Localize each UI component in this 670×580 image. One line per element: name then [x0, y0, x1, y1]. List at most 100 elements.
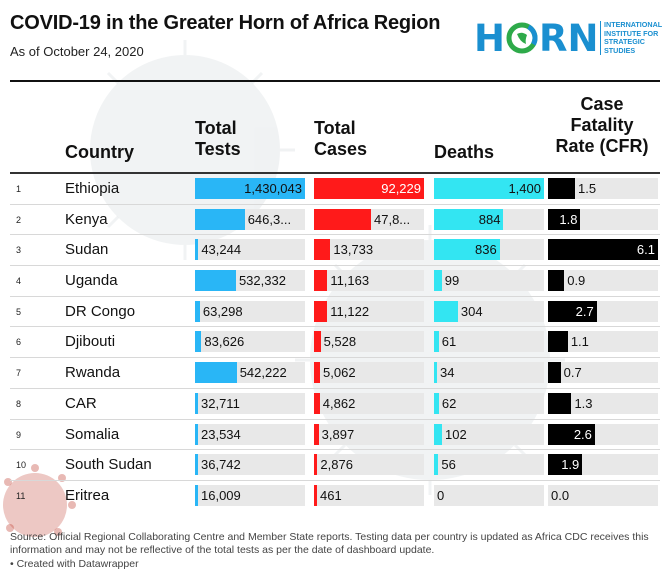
- cfr-bar: [548, 270, 565, 292]
- deaths-value: 56: [441, 457, 456, 473]
- deaths-cell: 61: [434, 331, 544, 353]
- cfr-value: 0.7: [563, 365, 582, 381]
- cfr-bar: [548, 178, 576, 199]
- deaths-value: 884: [478, 211, 501, 227]
- row-rank: 10: [16, 460, 27, 471]
- tests-value: 646,3...: [247, 211, 292, 227]
- deaths-bar: [434, 239, 500, 261]
- deaths-value: 102: [445, 426, 467, 442]
- cases-value: 3,897: [321, 426, 355, 442]
- tests-track: [195, 392, 305, 414]
- cases-cell: 5,528: [314, 331, 424, 353]
- row-rank: 9: [16, 429, 22, 440]
- logo-wordmark: H RN: [474, 10, 598, 66]
- tests-track: [195, 239, 305, 261]
- tests-track: [195, 484, 305, 506]
- deaths-bar: [434, 270, 442, 292]
- row-country: Djibouti: [65, 333, 116, 351]
- table-row: 1 Ethiopia 1,430,043 92,229 1,400 1.5: [10, 174, 660, 205]
- cases-value: 47,8...: [374, 211, 411, 227]
- deaths-value: 1,400: [508, 181, 541, 196]
- tests-value: 63,298: [202, 303, 243, 319]
- deaths-cell: 102: [434, 423, 544, 445]
- cases-bar: [314, 423, 319, 445]
- table-row: 3 Sudan 43,244 13,733 836 6.1: [10, 235, 660, 267]
- row-rank: 4: [16, 276, 22, 287]
- cfr-cell: 2.7: [548, 300, 658, 322]
- horn-logo: H RN INTERNATIONAL INSTITUTE FOR STRATEG…: [474, 10, 664, 66]
- deaths-cell: 99: [434, 270, 544, 292]
- cases-track: [314, 331, 424, 353]
- tests-bar: [195, 239, 199, 261]
- cases-track: [314, 239, 424, 261]
- deaths-cell: 62: [434, 392, 544, 414]
- tests-bar: [195, 178, 305, 199]
- cfr-track: [548, 362, 658, 384]
- cases-track: [314, 300, 424, 322]
- table-row: 5 DR Congo 63,298 11,122 304 2.7: [10, 297, 660, 328]
- tests-bar: [195, 362, 237, 384]
- deaths-cell: 304: [434, 300, 544, 322]
- cases-cell: 13,733: [314, 239, 424, 261]
- cases-bar: [314, 392, 320, 414]
- row-country: Kenya: [65, 210, 108, 228]
- deaths-value: 34: [440, 365, 455, 381]
- logo-tagline-line: INTERNATIONAL: [604, 20, 663, 29]
- deaths-track: [434, 331, 544, 353]
- table-row: 11 Eritrea 16,009 461 0 0.0: [10, 481, 660, 512]
- deaths-bar: [434, 392, 439, 414]
- tests-track: [195, 300, 305, 322]
- data-table: 1 Ethiopia 1,430,043 92,229 1,400 1.5 2 Kenya 64…: [10, 174, 660, 512]
- column-header-line: Rate (CFR): [555, 136, 649, 156]
- deaths-track: [434, 300, 544, 322]
- cfr-value: 0.0: [551, 487, 570, 503]
- row-country: Ethiopia: [65, 180, 120, 197]
- cases-track: [314, 362, 424, 384]
- deaths-value: 62: [441, 395, 457, 411]
- deaths-track: [434, 423, 544, 445]
- deaths-bar: [434, 178, 544, 199]
- cases-track: [314, 484, 424, 506]
- cfr-cell: 1.5: [548, 178, 658, 199]
- deaths-bar: [434, 423, 442, 445]
- cfr-track: [548, 392, 658, 414]
- deaths-bar: [434, 362, 437, 384]
- table-row: 8 CAR 32,711 4,862 62 1.3: [10, 389, 660, 420]
- tests-value: 532,332: [238, 273, 286, 289]
- tests-cell: 542,222: [195, 362, 305, 384]
- table-row: 4 Uganda 532,332 11,163 99 0.9: [10, 266, 660, 297]
- table-row: 9 Somalia 23,534 3,897 102 2.6: [10, 420, 660, 451]
- tests-bar: [195, 454, 198, 476]
- cfr-cell: 1.1: [548, 331, 658, 353]
- column-header-country-label: Country: [65, 142, 134, 162]
- cfr-bar: [548, 423, 595, 445]
- deaths-cell: 56: [434, 454, 544, 476]
- cfr-bar: [548, 300, 597, 322]
- cases-cell: 461: [314, 484, 424, 506]
- row-country: Sudan: [65, 241, 109, 259]
- cfr-cell: 1.9: [548, 454, 658, 476]
- cases-bar: [314, 484, 317, 506]
- page-title: COVID-19 in the Greater Horn of Africa R…: [10, 12, 441, 34]
- cfr-cell: 0.9: [548, 270, 658, 292]
- cases-track: [314, 423, 424, 445]
- tests-value: 32,711: [201, 395, 240, 411]
- deaths-cell: 836: [434, 239, 544, 261]
- row-country: Uganda: [65, 272, 118, 290]
- tests-cell: 23,534: [195, 423, 305, 445]
- tests-value: 43,244: [201, 242, 242, 258]
- cfr-value: 1.3: [574, 395, 593, 411]
- cfr-track: [548, 331, 658, 353]
- table-header-divider: [10, 172, 660, 174]
- tests-value: 36,742: [201, 457, 241, 473]
- deaths-track: [434, 270, 544, 292]
- table-row: 6 Djibouti 83,626 5,528 61 1.1: [10, 327, 660, 359]
- column-header-tests: Total Tests: [195, 118, 241, 160]
- row-rank: 11: [16, 490, 26, 501]
- row-country: DR Congo: [65, 302, 136, 320]
- cases-value: 461: [320, 487, 342, 503]
- cases-value: 5,062: [323, 365, 356, 381]
- deaths-bar: [434, 208, 504, 230]
- column-header-line: Total: [195, 118, 237, 138]
